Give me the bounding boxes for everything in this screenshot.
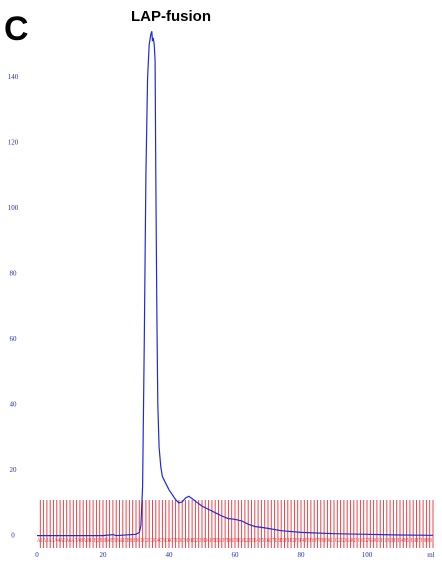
- panel-letter: C: [4, 10, 29, 48]
- x-unit-label: ml: [427, 551, 434, 559]
- y-axis-ticks: 0 20 40 60 80 100 120 140: [8, 73, 19, 540]
- y-tick-label: 20: [10, 466, 18, 474]
- fraction-markers: [39, 500, 434, 548]
- uv-trace-line: [37, 31, 434, 537]
- y-tick-label: 60: [10, 335, 18, 343]
- y-tick-label: 40: [10, 401, 18, 409]
- y-tick-label: 0: [11, 532, 15, 540]
- y-tick-label: 140: [8, 73, 19, 81]
- x-tick-label: 0: [35, 551, 39, 559]
- y-tick-label: 100: [8, 204, 19, 212]
- x-tick-label: 100: [362, 551, 373, 559]
- x-axis-ticks: 0 20 40 60 80 100 ml: [35, 551, 434, 559]
- fraction-labels: A1A2A3A4A5A6A7A8A9B1B2B3B4B5B6B7B8B9C1C2…: [37, 538, 432, 544]
- y-tick-label: 80: [10, 270, 18, 278]
- x-tick-label: 60: [232, 551, 240, 559]
- chart-title: LAP-fusion: [131, 8, 211, 25]
- x-tick-label: 80: [298, 551, 306, 559]
- y-tick-label: 120: [8, 139, 19, 147]
- x-tick-label: 20: [100, 551, 108, 559]
- x-tick-label: 40: [166, 551, 174, 559]
